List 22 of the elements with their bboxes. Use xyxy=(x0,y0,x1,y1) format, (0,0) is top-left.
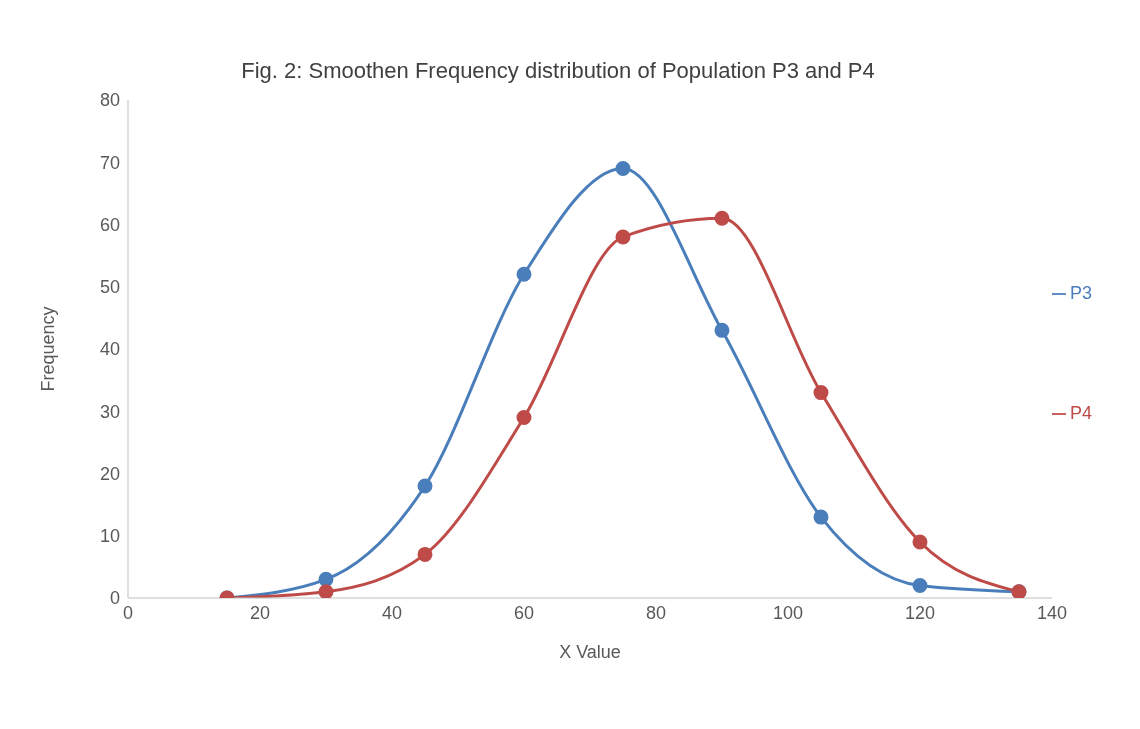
y-tick-label: 10 xyxy=(99,526,120,547)
y-tick-label: 40 xyxy=(99,339,120,360)
x-axis-title: X Value xyxy=(559,642,621,662)
y-tick-label: 70 xyxy=(99,152,120,173)
legend-label: P4 xyxy=(1069,403,1092,423)
x-tick-label: 100 xyxy=(772,602,803,623)
y-tick-label: 0 xyxy=(109,588,120,609)
x-tick-label: 60 xyxy=(513,602,534,623)
x-tick-label: 20 xyxy=(249,602,271,623)
x-tick-label: 80 xyxy=(645,602,666,623)
x-tick-label: 140 xyxy=(1036,602,1067,623)
y-axis-title: Frequency xyxy=(38,306,59,392)
x-tick-label: 0 xyxy=(122,602,134,623)
y-tick-label: 60 xyxy=(99,214,120,235)
x-tick-label: 40 xyxy=(381,602,403,623)
y-tick-label: 80 xyxy=(99,90,120,111)
y-tick-label: 50 xyxy=(99,277,120,298)
y-tick-label: 30 xyxy=(99,401,120,422)
x-tick-label: 120 xyxy=(904,602,935,623)
chart-title: Fig. 2: Smoothen Frequency distribution of Population P3 and P4 xyxy=(240,58,876,84)
legend-label: P3 xyxy=(1069,283,1092,303)
y-tick-label: 20 xyxy=(99,463,120,484)
